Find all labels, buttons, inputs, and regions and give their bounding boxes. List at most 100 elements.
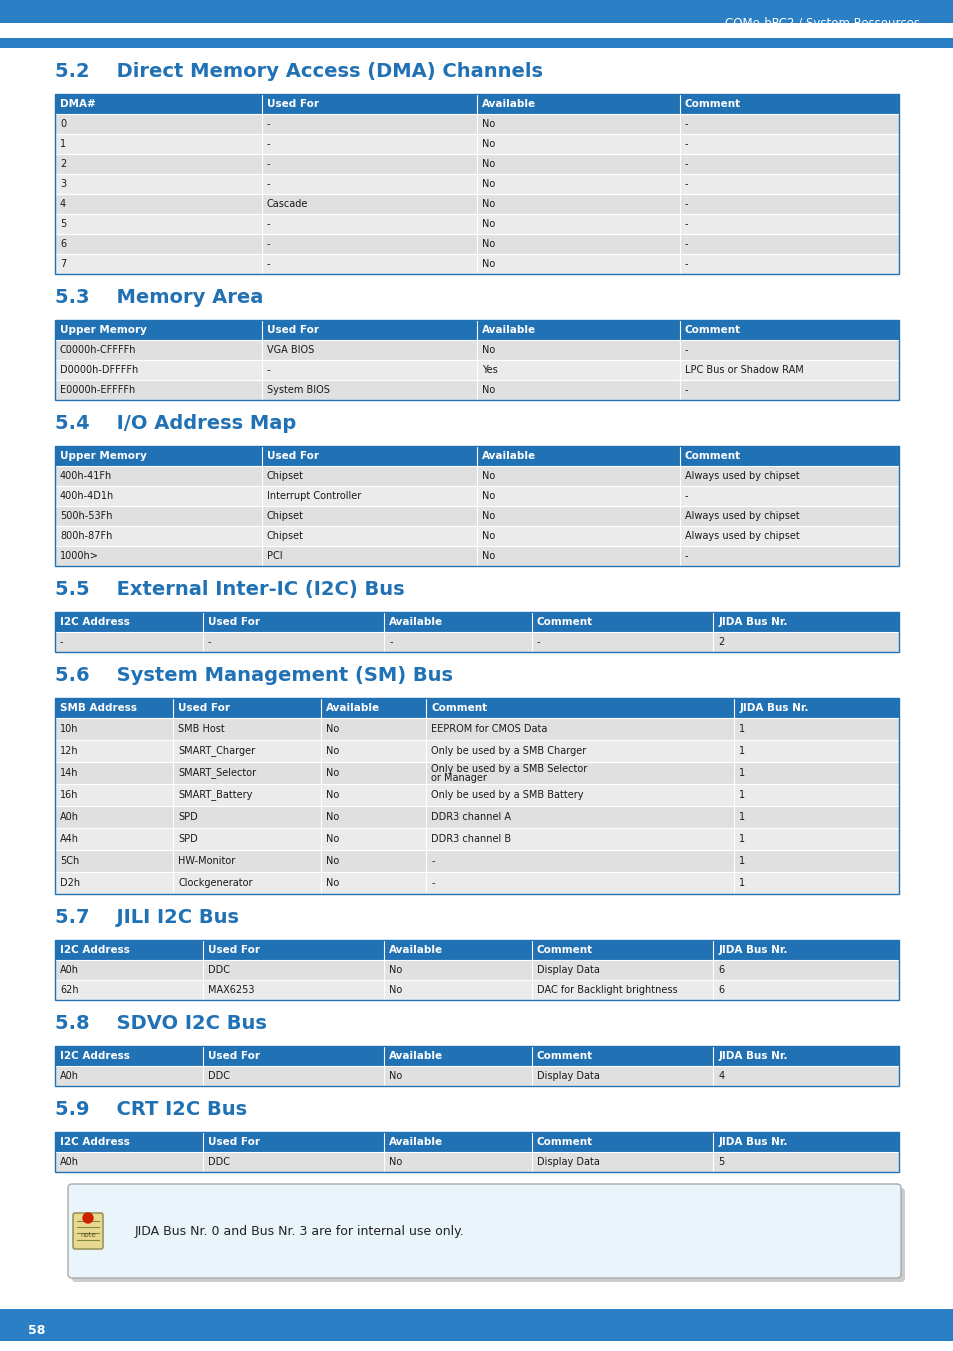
Bar [384, 612, 532, 632]
Text: Available: Available [389, 944, 443, 955]
Text: Comment: Comment [684, 326, 740, 335]
Bar [55, 1132, 898, 1173]
Bar [426, 784, 734, 807]
Bar [202, 632, 384, 653]
Text: MAX6253: MAX6253 [208, 985, 253, 994]
Bar [55, 979, 202, 1000]
Bar [679, 466, 898, 486]
Text: -: - [267, 259, 270, 269]
FancyBboxPatch shape [4, 1309, 949, 1351]
Bar [476, 320, 679, 340]
Text: 5.9    CRT I2C Bus: 5.9 CRT I2C Bus [55, 1100, 247, 1119]
Text: EEPROM for CMOS Data: EEPROM for CMOS Data [431, 724, 547, 734]
Text: D0000h-DFFFFh: D0000h-DFFFFh [60, 365, 138, 376]
Bar [55, 850, 173, 871]
Bar [55, 612, 898, 653]
Text: -: - [684, 139, 687, 149]
Bar [55, 698, 898, 894]
Bar [55, 154, 261, 174]
Text: No: No [481, 239, 495, 249]
Text: Only be used by a SMB Charger: Only be used by a SMB Charger [431, 746, 586, 757]
Bar [173, 717, 320, 740]
Bar [476, 213, 679, 234]
Bar [55, 1046, 898, 1086]
Bar [532, 979, 713, 1000]
Text: note: note [80, 1232, 95, 1238]
Bar [476, 359, 679, 380]
Bar [202, 961, 384, 979]
Bar [679, 446, 898, 466]
Text: Yes: Yes [481, 365, 497, 376]
Bar [261, 254, 476, 274]
Bar [384, 1132, 532, 1152]
Text: -: - [684, 219, 687, 230]
Text: JIDA Bus Nr.: JIDA Bus Nr. [718, 1138, 787, 1147]
Bar [679, 507, 898, 526]
Text: No: No [481, 551, 495, 561]
Bar [426, 762, 734, 784]
Text: JIDA Bus Nr.: JIDA Bus Nr. [718, 944, 787, 955]
Text: COMe-bPC2 / System Ressources: COMe-bPC2 / System Ressources [724, 18, 919, 31]
Text: Used For: Used For [208, 1051, 259, 1061]
Text: 1: 1 [739, 790, 744, 800]
Text: Available: Available [481, 451, 536, 461]
Bar [476, 466, 679, 486]
Text: Used For: Used For [208, 617, 259, 627]
Text: LPC Bus or Shadow RAM: LPC Bus or Shadow RAM [684, 365, 802, 376]
Bar [476, 446, 679, 466]
Bar [55, 762, 173, 784]
Bar [55, 359, 261, 380]
Bar [679, 320, 898, 340]
Bar [55, 234, 261, 254]
Bar [532, 1152, 713, 1173]
Text: SMB Address: SMB Address [60, 703, 137, 713]
Bar [713, 1046, 898, 1066]
Text: No: No [326, 724, 338, 734]
Bar [734, 871, 898, 894]
Bar [532, 612, 713, 632]
Bar [261, 113, 476, 134]
Bar [679, 380, 898, 400]
Bar [173, 762, 320, 784]
Text: Comment: Comment [537, 1138, 593, 1147]
Text: -: - [684, 178, 687, 189]
Bar [261, 154, 476, 174]
Text: JIDA Bus Nr.: JIDA Bus Nr. [718, 1051, 787, 1061]
Text: -: - [684, 199, 687, 209]
Bar [476, 154, 679, 174]
Text: JIDA Bus Nr. 0 and Bus Nr. 3 are for internal use only.: JIDA Bus Nr. 0 and Bus Nr. 3 are for int… [135, 1224, 464, 1238]
Text: Display Data: Display Data [537, 1071, 599, 1081]
Bar [55, 213, 261, 234]
Bar [173, 807, 320, 828]
Text: E0000h-EFFFFh: E0000h-EFFFFh [60, 385, 135, 394]
Bar [734, 717, 898, 740]
Bar [55, 446, 261, 466]
Text: -: - [60, 638, 64, 647]
Bar [320, 828, 426, 850]
Text: No: No [481, 199, 495, 209]
Bar [713, 1132, 898, 1152]
Bar [734, 850, 898, 871]
Text: No: No [481, 139, 495, 149]
Bar [476, 380, 679, 400]
Bar [384, 940, 532, 961]
Text: 1: 1 [739, 724, 744, 734]
Bar [679, 546, 898, 566]
Text: No: No [481, 385, 495, 394]
Bar [426, 740, 734, 762]
Bar [426, 871, 734, 894]
Text: 5Ch: 5Ch [60, 857, 79, 866]
Text: 6: 6 [718, 965, 723, 975]
Bar [320, 871, 426, 894]
Text: -: - [684, 119, 687, 128]
Bar [734, 828, 898, 850]
Bar [384, 979, 532, 1000]
Bar [55, 526, 261, 546]
Bar [261, 446, 476, 466]
Bar [384, 1046, 532, 1066]
Bar [679, 154, 898, 174]
Text: Used For: Used For [267, 99, 318, 109]
Text: -: - [684, 385, 687, 394]
Bar [173, 698, 320, 717]
Bar [734, 740, 898, 762]
